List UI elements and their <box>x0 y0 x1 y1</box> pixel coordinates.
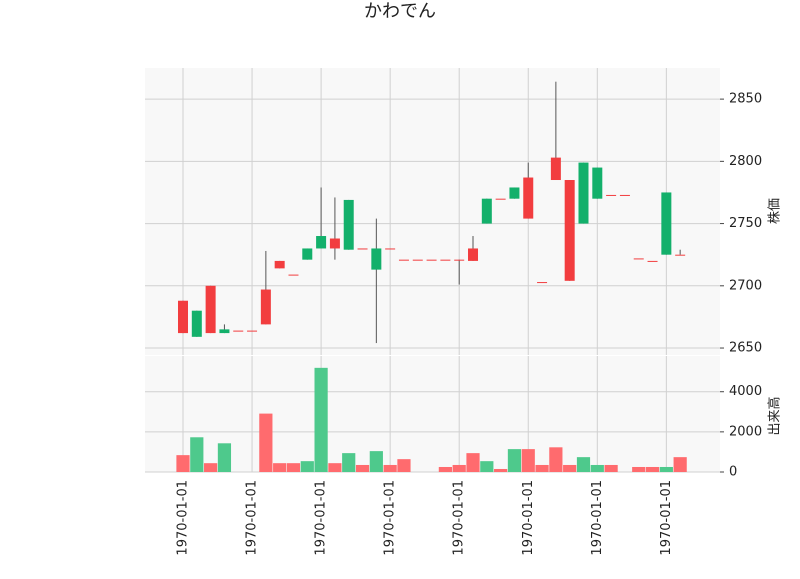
candle-body <box>647 260 658 262</box>
y-tick-label: 2650 <box>729 341 762 356</box>
volume-panel <box>145 356 720 472</box>
volume-bar <box>369 451 383 472</box>
volume-bar <box>452 464 466 472</box>
y-tick-label: 2700 <box>729 278 762 293</box>
x-tick-label: 1970-01-01 <box>314 480 329 556</box>
y-axis-label: 株価 <box>768 198 783 224</box>
candle-body <box>578 162 589 224</box>
candle-body <box>495 198 506 200</box>
volume-bar <box>521 449 535 472</box>
candle-body <box>426 259 437 261</box>
chart-title: かわでん <box>364 1 436 22</box>
volume-bar <box>563 464 577 472</box>
volume-bar <box>535 464 549 472</box>
volume-bar <box>314 367 328 472</box>
candle-body <box>247 330 258 332</box>
candle-body <box>302 248 313 260</box>
volume-bar <box>176 455 190 472</box>
candle-body <box>468 248 479 261</box>
x-tick-label: 1970-01-01 <box>659 480 674 556</box>
volume-bar <box>355 464 370 472</box>
volume-bar <box>259 413 273 472</box>
x-tick-label: 1970-01-01 <box>245 480 260 556</box>
candle-body <box>343 199 354 250</box>
volume-bar <box>645 466 660 472</box>
candle-body <box>454 259 465 261</box>
candle-body <box>661 192 672 255</box>
candle-body <box>316 236 327 249</box>
candle-body <box>329 238 340 249</box>
volume-bar <box>576 457 591 472</box>
volume-bar <box>549 447 563 472</box>
candle-body <box>606 194 617 196</box>
volume-bar <box>604 464 618 472</box>
candle-body <box>371 248 382 270</box>
volume-bar <box>480 461 494 472</box>
candle-body <box>523 177 534 219</box>
volume-bar <box>286 463 301 472</box>
x-tick-label: 1970-01-01 <box>521 480 536 556</box>
candle-body <box>412 259 423 261</box>
candle-body <box>509 187 520 199</box>
candle-body <box>675 254 686 256</box>
volume-bar <box>342 453 356 472</box>
volume-tick-label: 0 <box>729 465 737 480</box>
x-tick-label: 1970-01-01 <box>176 480 191 556</box>
volume-bar <box>328 463 342 472</box>
candle-body <box>385 248 396 250</box>
candle-body <box>178 300 188 334</box>
volume-bar <box>632 466 646 472</box>
candle-body <box>481 198 492 224</box>
volume-bar <box>204 463 218 472</box>
volume-tick-label: 4000 <box>729 384 762 399</box>
volume-bar <box>494 468 508 472</box>
volume-bar <box>300 461 314 472</box>
x-tick-label: 1970-01-01 <box>383 480 398 556</box>
candle-body <box>592 167 603 199</box>
volume-bar <box>273 463 287 472</box>
price-panel <box>145 68 720 355</box>
volume-bar <box>217 443 232 472</box>
candle-body <box>205 285 216 334</box>
y-tick-label: 2850 <box>729 92 762 107</box>
candle-body <box>440 259 451 261</box>
candle-body <box>233 330 244 332</box>
x-tick-label: 1970-01-01 <box>590 480 605 556</box>
candle-body <box>550 157 561 181</box>
candle-body <box>398 259 409 261</box>
volume-bar <box>190 437 204 472</box>
candle-body <box>564 180 575 281</box>
candle-body <box>537 282 548 284</box>
volume-bar <box>507 449 522 472</box>
x-tick-label: 1970-01-01 <box>452 480 467 556</box>
candle-body <box>191 310 202 337</box>
candle-body <box>619 194 630 196</box>
volume-bar <box>438 466 452 472</box>
candle-body <box>357 248 368 250</box>
volume-bar <box>466 453 480 472</box>
volume-axis-label: 出来高 <box>767 396 783 435</box>
candle-body <box>219 329 230 334</box>
candle-body <box>260 289 271 325</box>
volume-bar <box>673 457 687 472</box>
volume-bar <box>383 464 397 472</box>
y-tick-label: 2800 <box>729 154 762 169</box>
candle-body <box>288 274 299 276</box>
volume-tick-label: 2000 <box>729 424 762 439</box>
volume-bar <box>659 466 673 472</box>
candle-body <box>274 260 285 269</box>
volume-bar <box>397 459 411 472</box>
y-tick-label: 2750 <box>729 216 762 231</box>
volume-bar <box>590 464 604 472</box>
candle-body <box>633 258 644 260</box>
